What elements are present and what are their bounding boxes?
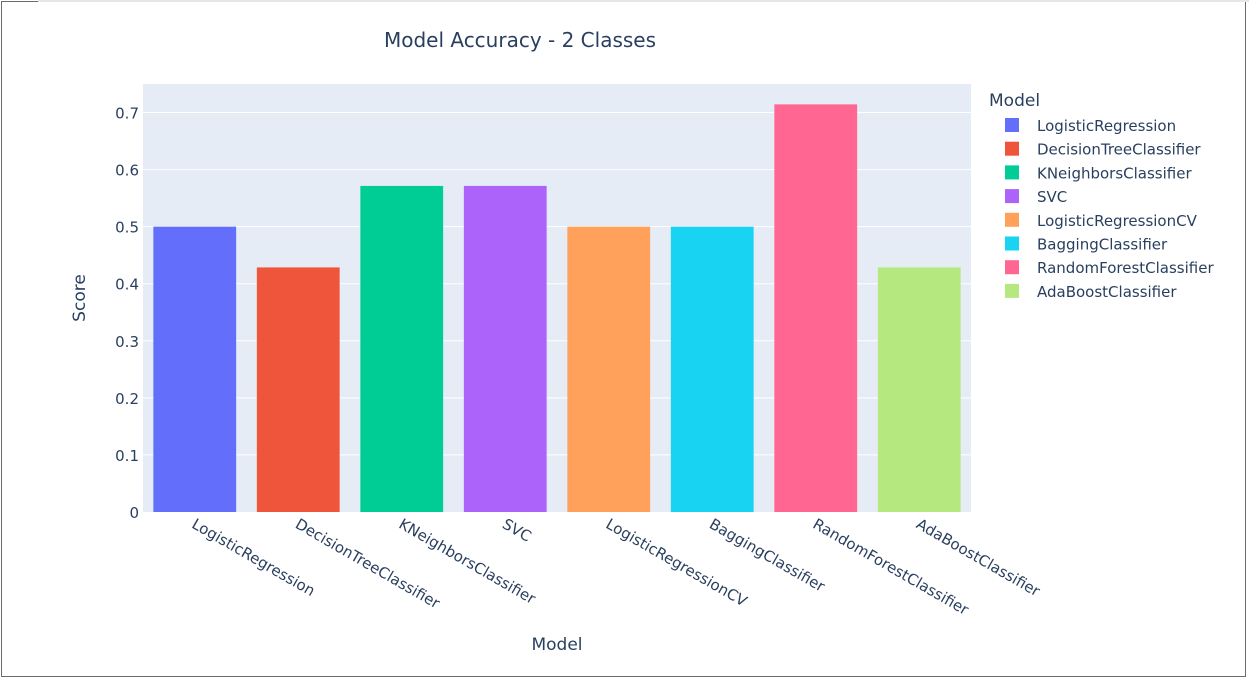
- legend-label: BaggingClassifier: [1037, 236, 1168, 254]
- x-tick-label: SVC: [499, 515, 534, 546]
- legend-swatch: [1005, 283, 1019, 298]
- bar: [670, 226, 754, 512]
- y-tick-label: 0.2: [115, 390, 139, 408]
- bars: [153, 104, 961, 512]
- bar: [256, 267, 340, 512]
- legend-swatch: [1005, 236, 1019, 251]
- y-tick-label: 0.5: [115, 219, 139, 237]
- x-axis-title: Model: [531, 635, 582, 655]
- y-tick-label: 0.3: [115, 333, 139, 351]
- legend-swatch: [1005, 260, 1019, 275]
- legend-items: LogisticRegression DecisionTreeClassifier…: [1005, 117, 1214, 301]
- bar: [567, 226, 651, 512]
- y-axis-ticks: 0 0.1 0.2 0.3 0.4 0.5 0.6 0.7: [115, 105, 139, 522]
- y-tick-label: 0: [129, 504, 139, 522]
- legend-swatch: [1005, 212, 1019, 227]
- y-axis-title: Score: [70, 274, 90, 322]
- x-axis-ticks: LogisticRegressionDecisionTreeClassifier…: [189, 515, 1044, 619]
- legend-swatch: [1005, 189, 1019, 204]
- legend-label: LogisticRegressionCV: [1037, 212, 1198, 230]
- y-tick-label: 0.7: [115, 105, 139, 123]
- legend-swatch: [1005, 141, 1019, 156]
- legend-title: Model: [989, 91, 1040, 111]
- legend-label: LogisticRegression: [1037, 117, 1176, 135]
- legend-label: RandomForestClassifier: [1037, 259, 1214, 277]
- legend-swatch: [1005, 165, 1019, 180]
- bar: [360, 185, 444, 512]
- legend-label: KNeighborsClassifier: [1037, 164, 1192, 182]
- y-tick-label: 0.1: [115, 447, 139, 465]
- bar: [463, 185, 547, 512]
- bar: [877, 267, 961, 512]
- bar: [774, 104, 858, 512]
- top-border-strip: [38, 0, 1249, 2]
- legend-label: SVC: [1037, 188, 1067, 206]
- legend-label: AdaBoostClassifier: [1037, 283, 1177, 301]
- bar: [153, 226, 237, 512]
- chart-title: Model Accuracy - 2 Classes: [384, 28, 656, 52]
- legend-swatch: [1005, 118, 1019, 132]
- y-tick-label: 0.6: [115, 162, 139, 180]
- legend: Model LogisticRegression DecisionTreeClas…: [989, 91, 1214, 301]
- y-tick-label: 0.4: [115, 276, 139, 294]
- legend-label: DecisionTreeClassifier: [1037, 141, 1201, 159]
